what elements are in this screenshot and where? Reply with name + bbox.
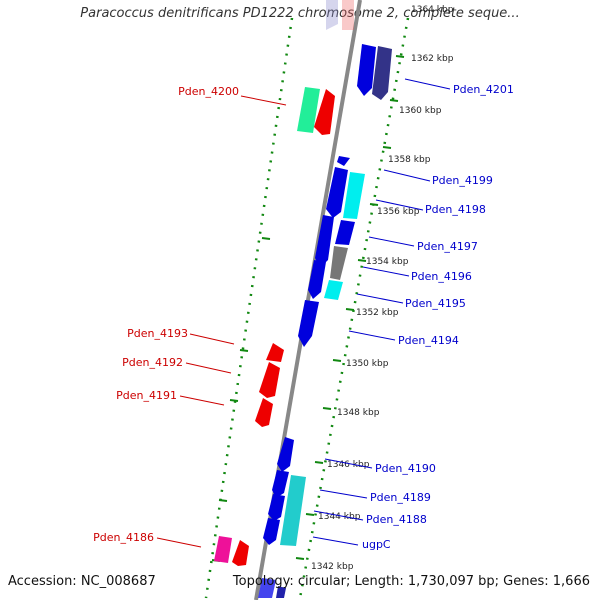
gene-label-ugpc[interactable]: ugpC: [362, 538, 391, 551]
scale-label-1354: 1354 kbp: [366, 257, 409, 267]
scale-label-1344: 1344 kbp: [318, 512, 361, 522]
gene-label-pden-4197[interactable]: Pden_4197: [417, 240, 478, 253]
scale-label-1358: 1358 kbp: [388, 155, 431, 165]
accession-text: Accession: NC_008687: [8, 574, 156, 589]
gene-label-pden-4199[interactable]: Pden_4199: [432, 174, 493, 187]
gene-label-pden-4195[interactable]: Pden_4195: [405, 297, 466, 310]
scale-label-1346: 1346 kbp: [327, 460, 370, 470]
gene-label-pden-4189[interactable]: Pden_4189: [370, 491, 431, 504]
reverse-genes[interactable]: [214, 87, 335, 566]
gene-label-pden-4201[interactable]: Pden_4201: [453, 83, 514, 96]
gene-label-pden-4196[interactable]: Pden_4196: [411, 270, 472, 283]
scale-label-1356: 1356 kbp: [377, 207, 420, 217]
gene-label-pden-4186[interactable]: Pden_4186: [93, 531, 154, 544]
scale-label-1342: 1342 kbp: [311, 562, 354, 572]
gene-label-pden-4193[interactable]: Pden_4193: [127, 327, 188, 340]
map-title: Paracoccus denitrificans PD1222 chromoso…: [80, 6, 520, 21]
scale-label-1362: 1362 kbp: [411, 54, 454, 64]
scale-ticks: [211, 55, 405, 562]
label-leader-lines: [156, 78, 451, 548]
scale-label-1350: 1350 kbp: [346, 359, 389, 369]
gene-label-pden-4192[interactable]: Pden_4192: [122, 356, 183, 369]
gene-label-pden-4194[interactable]: Pden_4194: [398, 334, 459, 347]
forward-genes[interactable]: [258, 44, 392, 598]
scale-label-1364: 1364 kbp: [411, 5, 454, 15]
scale-label-1360: 1360 kbp: [399, 106, 442, 116]
faded-top-genes: [326, 0, 354, 30]
gene-label-pden-4191[interactable]: Pden_4191: [116, 389, 177, 402]
topology-text: Topology: circular; Length: 1,730,097 bp…: [232, 574, 590, 589]
gene-label-pden-4198[interactable]: Pden_4198: [425, 203, 486, 216]
gene-label-pden-4190[interactable]: Pden_4190: [375, 462, 436, 475]
gene-label-pden-4200[interactable]: Pden_4200: [178, 85, 239, 98]
scale-label-1348: 1348 kbp: [337, 408, 380, 418]
scale-label-1352: 1352 kbp: [356, 308, 399, 318]
gene-label-pden-4188[interactable]: Pden_4188: [366, 513, 427, 526]
